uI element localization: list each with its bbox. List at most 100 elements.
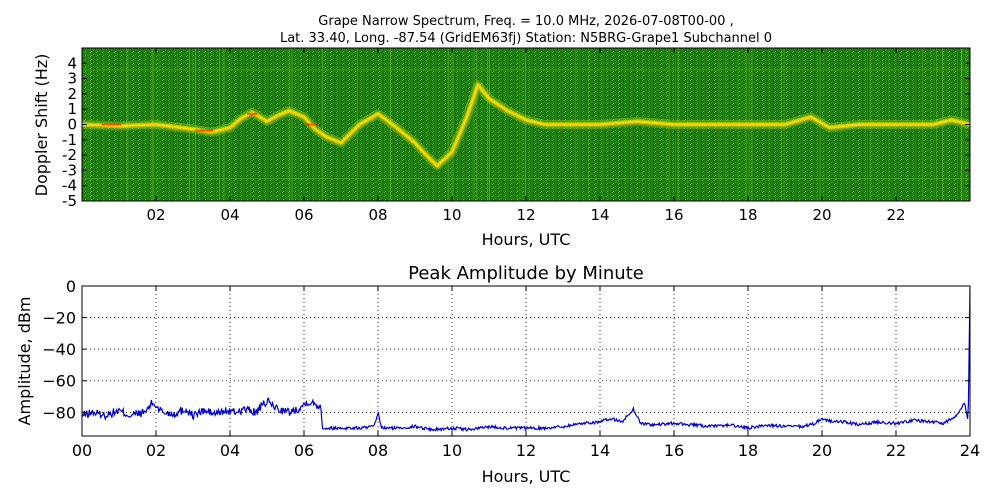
spectrogram-texture-stripe [288,48,290,201]
spectrogram-texture-stripe [299,48,301,201]
spectrogram-texture-band [82,178,970,180]
spectrogram-y-tick-label: 4 [67,54,77,72]
spectrogram-x-tick-label: 08 [368,206,387,224]
spectrogram-texture-stripe [401,48,403,201]
amplitude-panel: Peak Amplitude by Minute 00 02 04 06 08 10 12 1… [15,263,980,486]
spectrogram-texture-stripe [351,48,353,201]
amplitude-grid [82,286,970,436]
spectrogram-y-tick-label: -1 [62,131,77,149]
spectrogram-texture-stripe [286,48,288,201]
amplitude-y-ticks: 0 −20 −40 −60 −80 [42,277,970,422]
spectrogram-texture-stripe [472,48,474,201]
amplitude-y-tick-label: 0 [66,277,76,296]
amplitude-series-line [82,287,970,433]
amplitude-title: Peak Amplitude by Minute [408,263,644,284]
spectrogram-x-tick-label: 16 [664,206,683,224]
spectrogram-texture-stripe [473,48,475,201]
spectrogram-texture-stripe [476,48,478,201]
amplitude-y-label: Amplitude, dBm [15,297,34,426]
amplitude-x-tick-label: 00 [72,441,92,460]
spectrogram-x-tick-label: 02 [146,206,165,224]
spectrogram-texture-stripe [518,48,520,201]
amplitude-x-tick-label: 12 [516,441,536,460]
spectrogram-y-tick-label: -4 [62,177,77,195]
spectrogram-y-tick-label: 1 [67,100,77,118]
spectrogram-texture-stripe [522,48,524,201]
spectrogram-texture-stripe [448,48,450,201]
spectrogram-texture-stripe [957,48,959,201]
amplitude-x-tick-label: 16 [664,441,684,460]
amplitude-x-tick-label: 08 [368,441,388,460]
spectrogram-texture-stripe [482,48,484,201]
spectrogram-texture-stripe [223,48,225,201]
spectrogram-texture-stripe [380,48,382,201]
spectrogram-texture-stripe [517,48,519,201]
spectrogram-texture-stripe [472,48,474,201]
spectrogram-y-tick-label: -3 [62,161,77,179]
spectrogram-texture-stripe [487,48,489,201]
spectrogram-y-tick-label: 3 [67,70,77,88]
spectrogram-x-tick-label: 18 [738,206,757,224]
spectrogram-texture-stripe [451,48,453,201]
spectrogram-texture-stripe [524,48,526,201]
spectrogram-texture-stripe [452,48,454,201]
spectrogram-texture-stripe [375,48,377,201]
spectrogram-x-tick-label: 22 [886,206,905,224]
spectrogram-y-label: Doppler Shift (Hz) [32,54,51,197]
spectrogram-texture-stripe [481,48,483,201]
spectrogram-texture-band [82,69,970,71]
spectrogram-texture-stripe [515,48,517,201]
spectrogram-y-tick-label: 0 [67,116,77,134]
amplitude-x-ticks: 00 02 04 06 08 10 12 14 16 18 20 22 24 [72,286,980,460]
spectrogram-texture-stripe [203,48,205,201]
amplitude-x-tick-label: 04 [220,441,240,460]
spectrogram-texture-stripe [322,48,324,201]
spectrogram-texture-stripe [520,48,522,201]
spectrogram-texture-stripe [641,48,643,201]
amplitude-x-tick-label: 14 [590,441,610,460]
spectrogram-texture-stripe [188,48,190,201]
spectrogram-texture-stripe [304,48,306,201]
spectrogram-texture-stripe [280,48,282,201]
spectrogram-texture-stripe [298,48,300,201]
amplitude-x-tick-label: 18 [738,441,758,460]
spectrogram-y-tick-label: -5 [62,192,77,210]
spectrogram-x-tick-label: 10 [442,206,461,224]
amplitude-x-tick-label: 20 [812,441,832,460]
spectrogram-x-ticks: 02 04 06 08 10 12 14 16 18 20 22 [146,48,906,224]
spectrogram-texture-stripe [446,48,448,201]
spectrogram-texture-stripe [636,48,638,201]
spectrogram-signal-trace [82,80,970,171]
spectrogram-texture-stripe [273,48,275,201]
amplitude-x-tick-label: 02 [146,441,166,460]
amplitude-x-label: Hours, UTC [482,467,571,486]
spectrogram-texture-stripe [298,48,300,201]
spectrogram-x-tick-label: 12 [516,206,535,224]
spectrogram-texture-stripe [178,48,180,201]
amplitude-x-tick-label: 22 [886,441,906,460]
spectrogram-texture-stripe [492,48,494,201]
amplitude-y-tick-label: −60 [42,372,76,391]
spectrogram-texture-stripe [327,48,329,201]
spectrogram-texture-stripe [941,48,943,201]
spectrogram-y-tick-label: -2 [62,146,77,164]
figure-title-line2: Lat. 33.40, Long. -87.54 (GridEM63fj) St… [280,31,772,46]
spectrogram-texture-stripe [219,48,221,201]
spectrogram-texture-stripe [249,48,251,201]
spectrogram-texture-stripe [194,48,196,201]
amplitude-y-tick-label: −20 [42,309,76,328]
amplitude-x-tick-label: 24 [960,441,980,460]
amplitude-x-tick-label: 06 [294,441,314,460]
spectrogram-texture-stripe [498,48,500,201]
spectrogram-x-tick-label: 20 [812,206,831,224]
amplitude-x-tick-label: 10 [442,441,462,460]
spectrogram-texture-stripe [207,48,209,201]
spectrogram-y-tick-label: 2 [67,85,77,103]
spectrogram-texture-stripe [627,48,629,201]
spectrogram-texture-stripe [427,48,429,201]
amplitude-y-tick-label: −40 [42,340,76,359]
spectrogram-x-tick-label: 04 [220,206,239,224]
